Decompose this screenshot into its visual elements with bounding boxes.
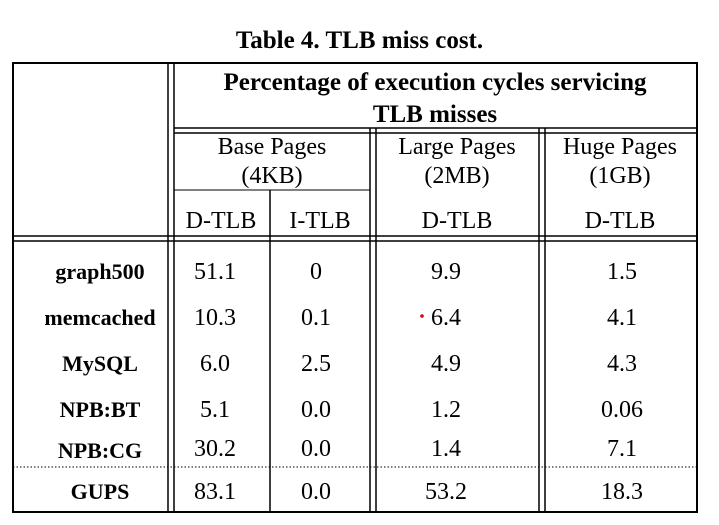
cell-base-dtlb: 51.1 [194, 259, 236, 285]
row-label: NPB:CG [58, 438, 142, 463]
row-label: NPB:BT [60, 397, 141, 422]
group-huge-line1: Huge Pages [563, 134, 677, 160]
subheader-huge-dtlb: D-TLB [585, 208, 656, 234]
cell-base-dtlb: 30.2 [194, 436, 236, 462]
cell-base-dtlb: 5.1 [200, 397, 230, 423]
cell-base-itlb: 2.5 [301, 351, 331, 377]
cell-huge-dtlb: 7.1 [607, 436, 637, 462]
table-row: NPB:CG 30.2 0.0 1.4 7.1 [58, 436, 637, 463]
cell-large-dtlb: 6.4 [431, 305, 461, 331]
main-header-line2: TLB misses [373, 101, 498, 128]
cell-huge-dtlb: 18.3 [601, 479, 643, 505]
row-label: memcached [44, 305, 155, 330]
main-header-line1: Percentage of execution cycles servicing [224, 69, 647, 96]
cell-large-dtlb: 53.2 [425, 479, 467, 505]
table-row: graph500 51.1 0 9.9 1.5 [55, 259, 637, 285]
cell-large-dtlb: 4.9 [431, 351, 461, 377]
cell-large-dtlb: 9.9 [431, 259, 461, 285]
group-base-line2: (4KB) [241, 163, 302, 189]
row-label: MySQL [62, 351, 138, 376]
group-large-line2: (2MB) [424, 163, 489, 189]
cell-huge-dtlb: 4.1 [607, 305, 637, 331]
cell-large-dtlb: 1.2 [431, 397, 461, 423]
subheader-large-dtlb: D-TLB [422, 208, 493, 234]
cell-base-itlb: 0.0 [301, 397, 331, 423]
table-outer-border [12, 62, 698, 513]
cell-base-dtlb: 6.0 [200, 351, 230, 377]
cell-base-itlb: 0.1 [301, 305, 331, 331]
cell-huge-dtlb: 0.06 [601, 397, 643, 423]
cell-base-itlb: 0.0 [301, 436, 331, 462]
cell-large-dtlb: 1.4 [431, 436, 461, 462]
cell-base-itlb: 0.0 [301, 479, 331, 505]
cell-huge-dtlb: 1.5 [607, 259, 637, 285]
group-huge-line2: (1GB) [589, 163, 650, 189]
table-row: GUPS 83.1 0.0 53.2 18.3 [71, 479, 643, 505]
cell-base-dtlb: 10.3 [194, 305, 236, 331]
cell-base-itlb: 0 [310, 259, 322, 285]
red-marker-dot [420, 314, 424, 318]
group-base-line1: Base Pages [218, 134, 327, 160]
subheader-base-dtlb: D-TLB [186, 208, 257, 234]
table-caption: Table 4. TLB miss cost. [235, 27, 484, 54]
row-label: graph500 [55, 259, 144, 284]
cell-huge-dtlb: 4.3 [607, 351, 637, 377]
table-row: memcached 10.3 0.1 6.4 4.1 [44, 305, 637, 331]
table-row: NPB:BT 5.1 0.0 1.2 0.06 [60, 397, 643, 423]
table-row: MySQL 6.0 2.5 4.9 4.3 [62, 351, 637, 377]
row-label: GUPS [71, 479, 130, 504]
cell-base-dtlb: 83.1 [194, 479, 236, 505]
subheader-base-itlb: I-TLB [289, 208, 350, 234]
group-large-line1: Large Pages [398, 134, 516, 160]
